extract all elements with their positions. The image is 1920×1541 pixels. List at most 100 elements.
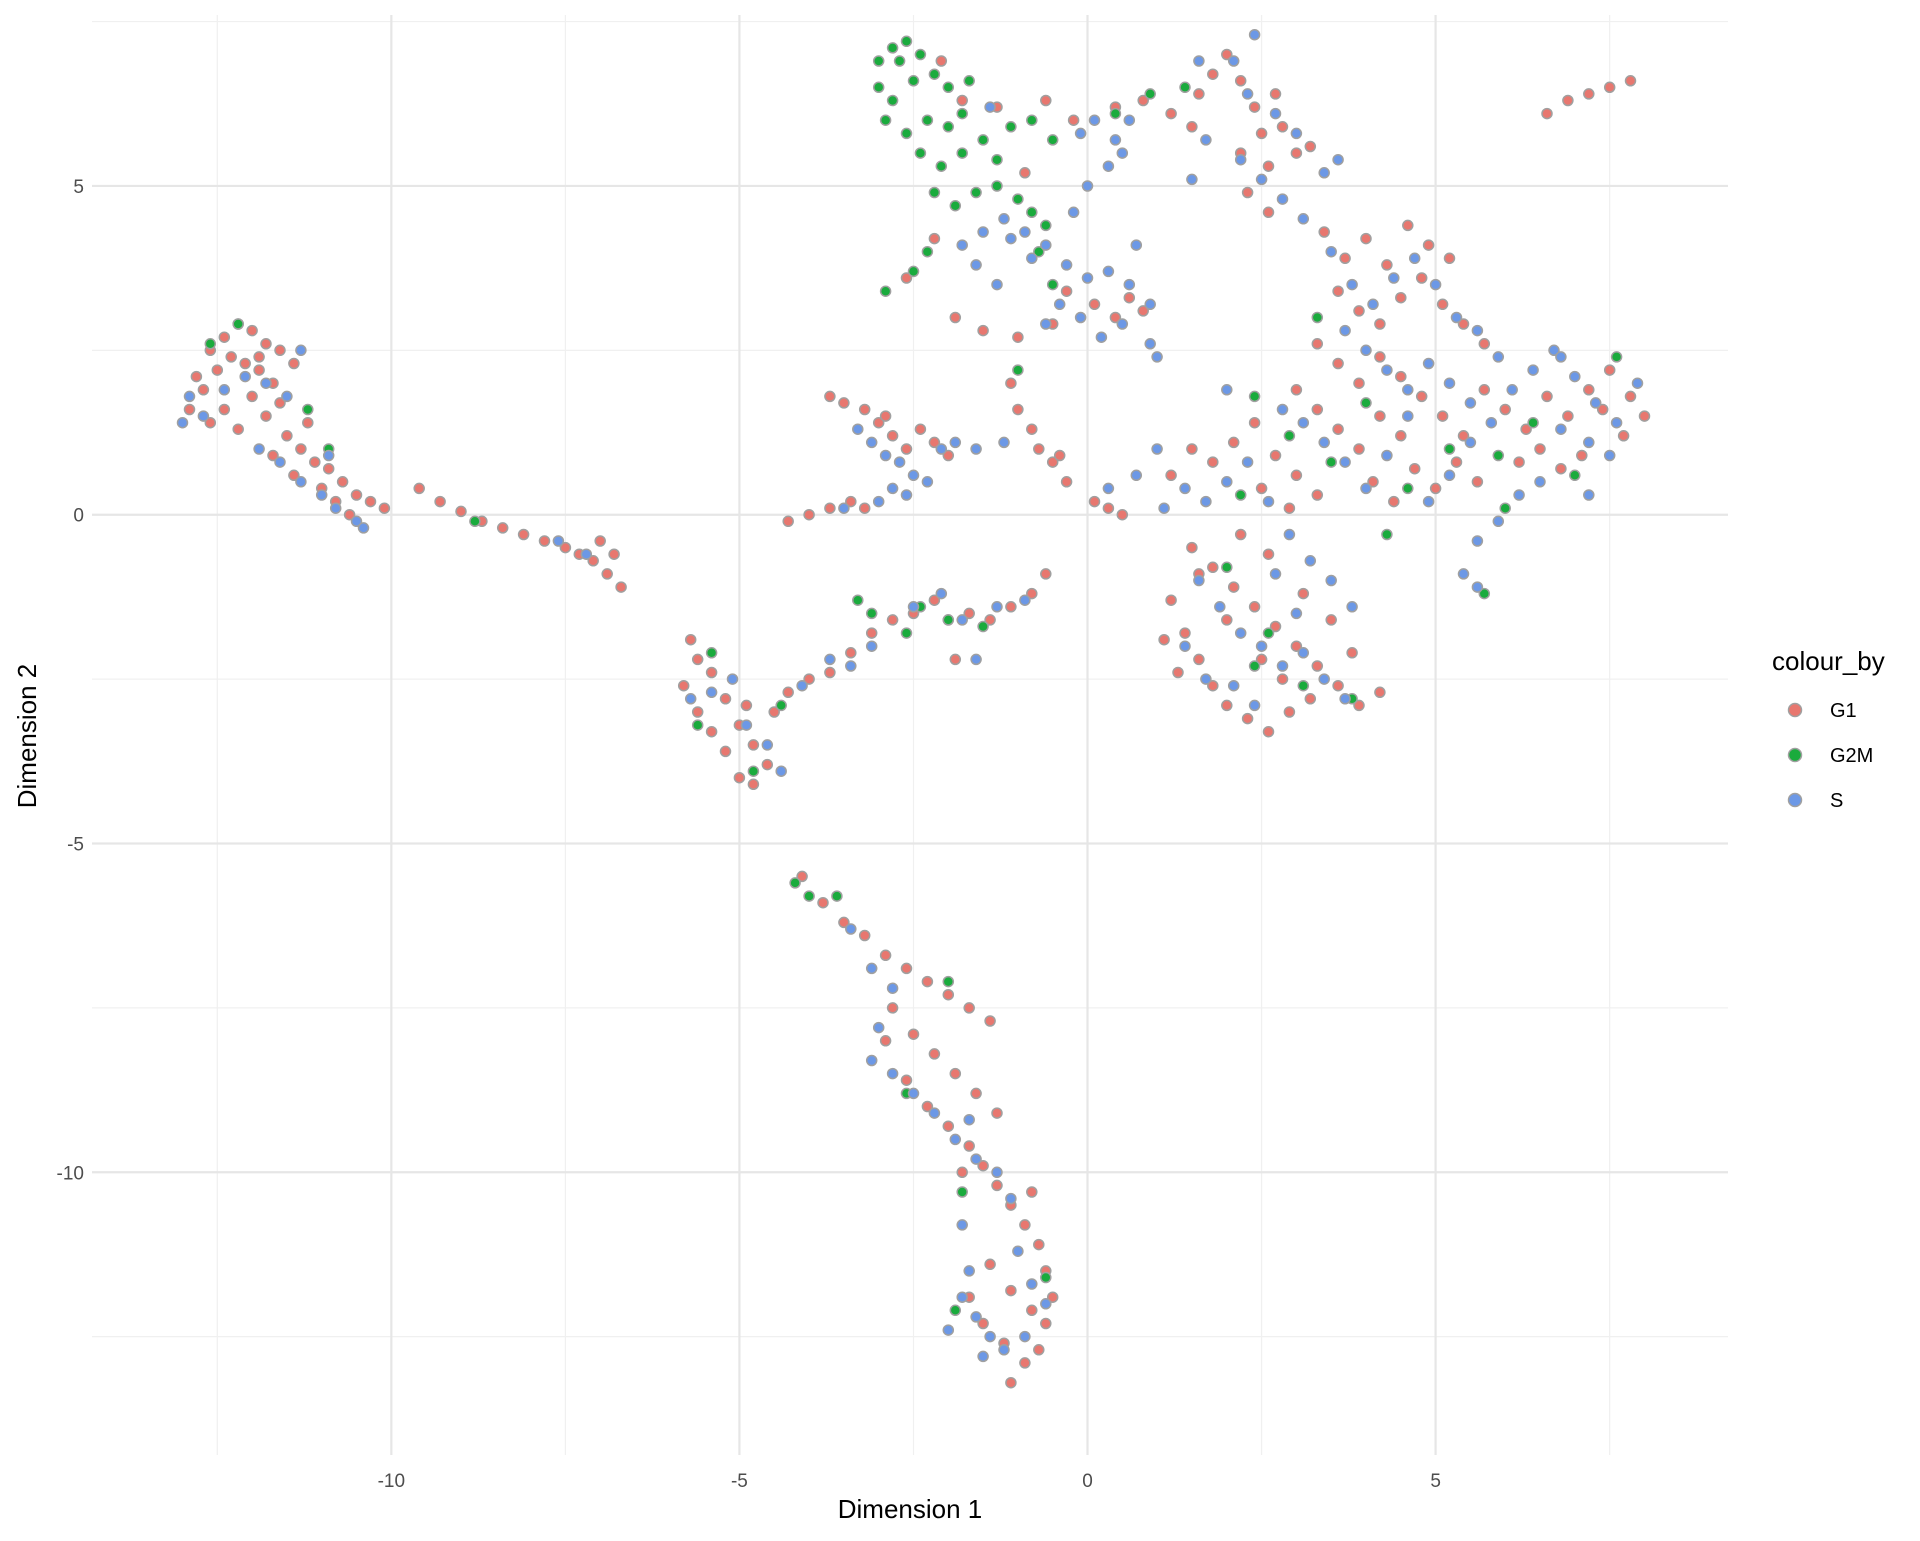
point-s	[886, 1067, 899, 1080]
point-g1	[183, 403, 196, 416]
point-s	[1360, 482, 1372, 495]
point-s	[991, 278, 1003, 291]
point-g1	[1304, 140, 1317, 153]
point-g1	[1040, 94, 1052, 107]
point-g1	[1624, 390, 1637, 403]
point-g2m	[921, 245, 934, 258]
point-s	[1248, 28, 1261, 41]
point-s	[274, 456, 286, 468]
point-g2m	[1283, 430, 1296, 442]
point-s	[1381, 449, 1393, 462]
point-g2m	[1262, 627, 1275, 639]
point-g1	[364, 495, 377, 508]
point-s	[1130, 469, 1143, 482]
point-s	[1019, 594, 1031, 606]
point-g1	[1026, 423, 1038, 435]
point-s	[1269, 568, 1282, 580]
point-s	[1318, 436, 1330, 449]
point-s	[1234, 153, 1247, 166]
point-g2m	[1012, 364, 1024, 376]
point-s	[1102, 265, 1115, 278]
x-tick-label: 0	[1082, 1471, 1093, 1492]
point-g1	[1617, 430, 1630, 442]
point-s	[1040, 318, 1052, 330]
series-s	[176, 28, 1644, 1363]
point-g2m	[942, 121, 955, 133]
x-axis-title: Dimension 1	[838, 1494, 983, 1524]
point-s	[1019, 1330, 1031, 1343]
point-g1	[1520, 423, 1532, 435]
point-g1	[594, 535, 606, 547]
point-g1	[1186, 541, 1198, 554]
point-g1	[886, 1002, 899, 1014]
point-g2m	[1046, 278, 1059, 291]
point-g1	[322, 462, 335, 475]
point-s	[942, 1324, 955, 1336]
point-g1	[1332, 357, 1344, 370]
point-s	[838, 502, 850, 514]
point-s	[684, 693, 697, 705]
point-s	[1569, 370, 1581, 383]
point-s	[977, 226, 989, 238]
point-g1	[1471, 476, 1484, 488]
point-g1	[1478, 338, 1491, 350]
point-g1	[1353, 377, 1365, 389]
point-g2m	[872, 55, 885, 67]
point-g2m	[232, 318, 244, 330]
point-g1	[336, 476, 349, 488]
point-s	[956, 239, 968, 251]
point-g1	[225, 351, 237, 363]
y-axis-title: Dimension 2	[12, 664, 42, 809]
point-g1	[1374, 410, 1386, 422]
point-g1	[691, 653, 704, 666]
point-g1	[942, 988, 955, 1001]
legend-item-s: S	[1787, 790, 1843, 812]
legend-key	[1787, 702, 1803, 718]
point-g1	[921, 1100, 934, 1113]
point-s	[872, 1021, 885, 1034]
point-g1	[1137, 305, 1149, 317]
point-g1	[260, 410, 272, 422]
point-g2m	[977, 620, 989, 633]
point-g1	[900, 272, 913, 284]
series-g2m	[204, 35, 1623, 1317]
point-g1	[1415, 272, 1428, 284]
point-s	[1422, 495, 1435, 508]
point-g1	[1269, 88, 1282, 100]
point-s	[1631, 377, 1644, 389]
point-g2m	[1046, 134, 1059, 146]
point-g1	[1046, 1291, 1059, 1303]
point-s	[998, 1344, 1010, 1356]
point-g1	[1408, 462, 1421, 475]
point-g1	[900, 1074, 913, 1086]
point-s	[1221, 384, 1233, 396]
point-g1	[949, 1067, 962, 1080]
point-s	[1060, 259, 1073, 271]
point-g2m	[900, 127, 913, 140]
point-s	[1339, 693, 1351, 705]
point-g1	[1012, 403, 1024, 416]
point-g2m	[956, 1186, 968, 1198]
point-g1	[601, 568, 613, 580]
point-g1	[963, 607, 975, 620]
point-s	[1471, 581, 1484, 593]
point-s	[1123, 114, 1136, 126]
point-g1	[1033, 1238, 1045, 1251]
point-g1	[991, 1107, 1003, 1119]
point-g1	[1241, 186, 1254, 199]
point-s	[1346, 278, 1358, 291]
point-g1	[517, 528, 530, 541]
point-g1	[886, 614, 899, 626]
point-g1	[1478, 384, 1491, 396]
point-g1	[1283, 706, 1296, 718]
point-g2m	[1569, 469, 1581, 482]
point-s	[552, 535, 565, 547]
point-g1	[1227, 436, 1240, 449]
point-g1	[434, 495, 446, 508]
point-g1	[1311, 338, 1324, 350]
point-g1	[928, 1048, 941, 1060]
point-g1	[747, 778, 760, 791]
point-g1	[1457, 318, 1470, 330]
point-s	[949, 436, 962, 449]
point-g2m	[1297, 679, 1310, 692]
